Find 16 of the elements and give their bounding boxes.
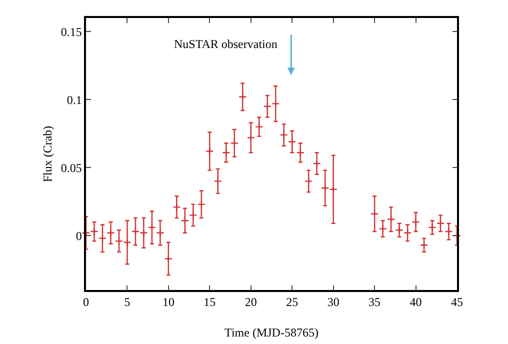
annotation: NuSTAR observation bbox=[174, 37, 278, 51]
x-tick-label: 35 bbox=[368, 295, 381, 310]
y-tick-label: 0.1 bbox=[66, 92, 82, 107]
x-tick-label: 40 bbox=[410, 295, 422, 310]
x-tick-label: 20 bbox=[244, 295, 257, 310]
x-tick-label: 45 bbox=[451, 295, 463, 310]
x-tick-label: 30 bbox=[327, 295, 340, 310]
y-tick-label: 0 bbox=[76, 228, 82, 243]
y-axis-title: Flux (Crab) bbox=[40, 126, 54, 182]
x-tick-label: 25 bbox=[286, 295, 298, 310]
x-tick-label: 15 bbox=[204, 295, 216, 310]
x-tick-label: 5 bbox=[124, 295, 130, 310]
y-tick-label: 0.05 bbox=[60, 160, 82, 175]
x-axis-title: Time (MJD-58765) bbox=[224, 326, 318, 340]
y-tick-label: 0.15 bbox=[60, 24, 82, 39]
x-tick-label: 10 bbox=[162, 295, 174, 310]
